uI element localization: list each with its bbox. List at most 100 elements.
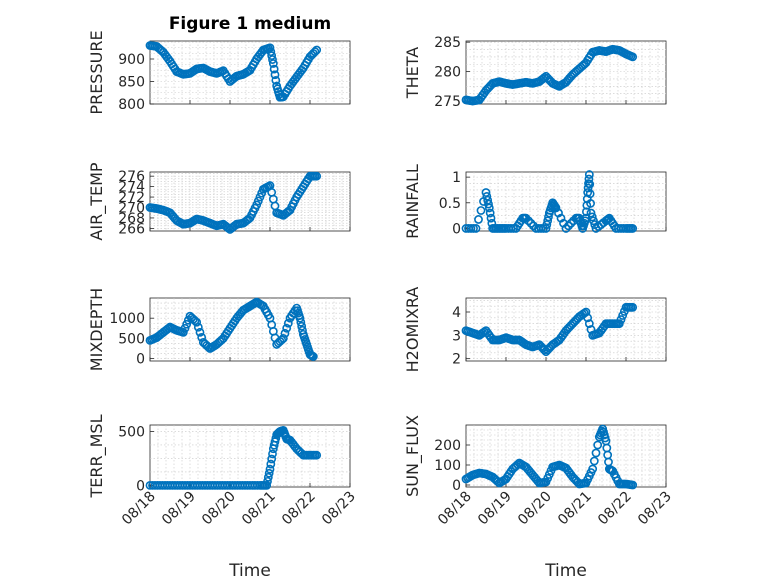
data-point-interp: [554, 208, 563, 218]
data-point: [312, 45, 322, 55]
y-tick-label: 100: [434, 458, 461, 474]
data-point-interp: [296, 317, 306, 327]
y-tick-label: 500: [118, 331, 145, 347]
data-point-interp: [297, 321, 307, 331]
y-tick-label: 1: [452, 170, 461, 186]
data-point-interp: [310, 47, 320, 57]
data-point: [581, 307, 591, 317]
y-tick-label: 850: [118, 75, 145, 91]
data-point-interp: [587, 212, 597, 222]
data-point: [628, 224, 638, 233]
data-point: [178, 327, 188, 337]
y-tick-label: 275: [434, 94, 461, 110]
data-point: [262, 480, 272, 490]
y-tick-label: 0: [452, 478, 461, 494]
data-point: [481, 188, 491, 197]
y-axis-label: AIR_TEMP: [87, 162, 107, 240]
data-point: [265, 464, 275, 474]
data-point-interp: [267, 454, 277, 464]
y-axis-label: MIXDEPTH: [87, 288, 106, 371]
data-point-interp: [267, 51, 277, 61]
y-tick-label: 3: [452, 328, 461, 344]
y-tick-label: 270: [118, 201, 145, 217]
data-point-interp: [591, 448, 601, 458]
data-point: [628, 302, 638, 312]
data-point-interp: [270, 70, 280, 80]
data-point-interp: [543, 216, 553, 226]
data-point: [484, 203, 494, 213]
data-point-interp: [266, 47, 276, 57]
data-point-interp: [476, 206, 486, 215]
data-point-interp: [485, 208, 495, 218]
data-point-interp: [482, 191, 492, 201]
data-point-interp: [195, 327, 205, 337]
y-axis-label: RAINFALL: [403, 164, 422, 239]
data-point-interp: [616, 315, 626, 324]
data-point-interp: [484, 199, 493, 209]
y-tick-label: 500: [118, 424, 145, 440]
data-point-interp: [584, 319, 594, 329]
y-tick-label: 0: [452, 221, 461, 237]
data-point-interp: [282, 323, 292, 333]
data-point-interp: [618, 311, 628, 320]
data-point: [541, 224, 551, 233]
y-axis-label: TERR_MSL: [87, 414, 107, 498]
data-point-interp: [556, 213, 566, 223]
data-point: [471, 224, 481, 233]
data-point-interp: [266, 459, 276, 469]
data-point-interp: [524, 216, 533, 226]
data-point-interp: [526, 218, 536, 228]
data-point-interp: [193, 322, 203, 332]
data-point: [551, 203, 561, 213]
y-tick-label: 800: [118, 97, 145, 113]
subplot-5: 2 3 4 H2OMIXRA: [403, 287, 667, 373]
subplot-0: 800 850 900 PRESSURE: [87, 30, 351, 115]
data-point-interp: [264, 468, 274, 478]
y-axis-label: THETA: [403, 47, 422, 99]
data-point-interp: [271, 75, 281, 85]
y-tick-label: 285: [434, 35, 461, 51]
data-point: [295, 313, 305, 323]
x-axis-label: Time: [544, 561, 587, 581]
data-point-interp: [268, 55, 277, 64]
y-tick-label: 2: [452, 352, 461, 368]
data-point: [192, 317, 202, 327]
y-tick-label: 272: [118, 190, 145, 206]
data-point-interp: [542, 220, 552, 229]
y-tick-label: 900: [118, 52, 145, 68]
y-axis-label: PRESSURE: [87, 30, 106, 114]
data-point-interp: [486, 213, 496, 223]
subplot-grid: 800 850 900 PRESSURE 275 280 285 THETA 266268270…: [87, 30, 675, 581]
data-point: [312, 171, 322, 181]
data-point-interp: [277, 335, 287, 345]
subplot-3: 0 0.5 1 RAINFALL: [403, 164, 667, 239]
data-point-interp: [280, 328, 290, 338]
data-point-interp: [585, 179, 595, 189]
data-point: [584, 170, 594, 179]
data-point-interp: [539, 73, 549, 83]
data-point-interp: [586, 199, 595, 208]
data-point: [614, 319, 624, 329]
data-point-interp: [483, 195, 493, 205]
data-point-interp: [197, 332, 207, 342]
data-point-interp: [585, 189, 595, 199]
data-point-interp: [182, 319, 192, 329]
y-tick-label: 274: [118, 180, 145, 196]
y-tick-label: 280: [434, 65, 461, 81]
plot-area: [465, 424, 667, 488]
data-point-interp: [566, 218, 576, 228]
y-axis-label: H2OMIXRA: [403, 287, 422, 373]
y-tick-label: 276: [118, 169, 145, 185]
data-point-interp: [593, 440, 603, 450]
figure-title: Figure 1 medium: [169, 14, 331, 34]
data-point-interp: [180, 323, 190, 333]
data-point-interp: [190, 316, 200, 326]
y-tick-label: 4: [452, 305, 461, 321]
data-point: [312, 450, 322, 460]
data-point-interp: [564, 221, 573, 231]
data-point-interp: [269, 64, 279, 74]
data-point-interp: [539, 345, 549, 355]
